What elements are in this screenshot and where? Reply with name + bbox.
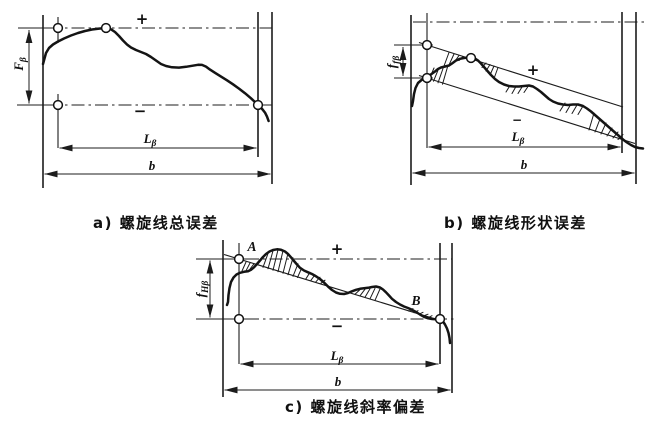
facewidth-label: b [149,158,156,173]
minus-sign: − [134,102,147,120]
facet-line-upper [418,41,624,108]
plus-sign: + [331,240,344,258]
probe-point-circle [252,99,264,111]
point-A-label: A [246,239,256,254]
probe-point-circle-B [434,313,446,325]
f-fbeta-label: ffβ [384,56,402,69]
caption-a: a) 螺旋线总误差 [93,214,219,232]
helix-trace-curve [41,26,270,123]
probe-point-circle [52,99,64,111]
L-beta-label: Lβ [511,129,525,147]
helix-trace-curve [410,56,645,150]
F-beta-label: Fβ [11,57,29,72]
minus-sign: − [512,113,522,127]
subfigure-c: A B + − fHβ Lβ b c) 螺旋线斜率偏差 [193,239,456,416]
caption-b: b) 螺旋线形状误差 [444,214,587,232]
caption-c: c) 螺旋线斜率偏差 [285,398,426,416]
subfigure-b: + − ffβ Lβ b b) 螺旋线形状误差 [384,12,647,232]
f-Hbeta-label: fHβ [193,281,211,298]
facewidth-label: b [335,374,342,389]
subfigure-a: + − Fβ Lβ b a) 螺旋线总误差 [11,10,273,232]
probe-point-circle [52,22,64,34]
probe-point-circle [465,52,477,64]
probe-point-circle [421,39,433,51]
probe-point-circle [233,313,245,325]
helix-trace-curve [225,248,452,345]
minus-sign: − [331,317,344,335]
L-beta-label: Lβ [330,348,344,366]
point-B-label: B [410,293,420,308]
hatch-marks [241,249,433,318]
probe-point-circle [100,22,112,34]
L-beta-label: Lβ [143,131,157,149]
facet-line-lower [418,74,636,145]
probe-point-circle [421,72,433,84]
facewidth-label: b [521,157,528,172]
probe-point-circle-A [233,253,245,265]
mean-helix-line [223,253,444,322]
plus-sign: + [527,61,540,79]
plus-sign: + [136,10,149,28]
